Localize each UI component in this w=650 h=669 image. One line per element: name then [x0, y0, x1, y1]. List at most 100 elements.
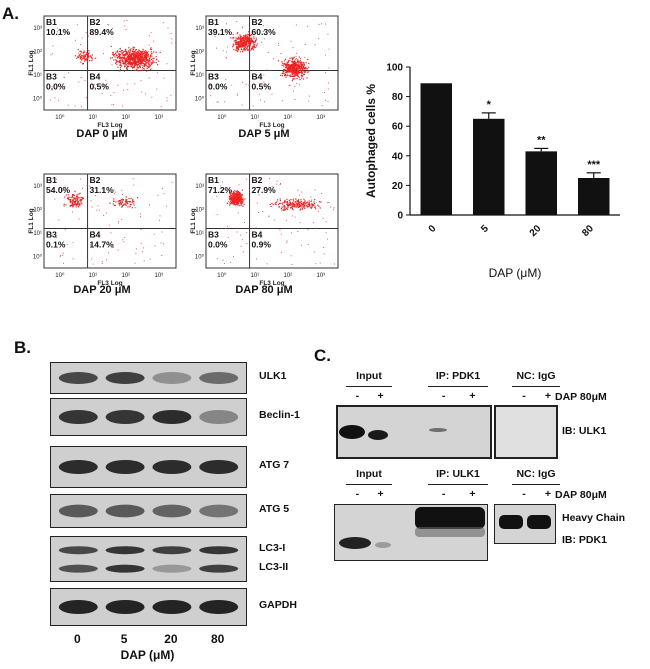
band — [152, 504, 192, 518]
y-tick: 10² — [195, 50, 204, 56]
flow-caption: DAP 0 μM — [76, 128, 128, 140]
bar-5 — [473, 118, 505, 215]
gate-percent-B3: 0.1% — [46, 240, 66, 250]
flow-plot-2: B1 54.0% B2 31.1% B3 0.1% B4 14.7% 10⁰ 10⁰ 10¹ 10¹ 1… — [28, 172, 182, 294]
y-tick-label: 0 — [397, 211, 403, 222]
blot-svg — [51, 589, 246, 625]
gate-name-B4: B4 — [90, 72, 101, 82]
band — [415, 527, 485, 537]
blot-label-0: ULK1 — [259, 370, 287, 382]
significance-label: *** — [587, 159, 601, 171]
event-dots — [50, 20, 173, 107]
y-tick: 10³ — [195, 26, 204, 32]
flow-caption: DAP 5 μM — [238, 128, 290, 140]
coip-bottom-treatment: DAP 80μM — [555, 489, 607, 501]
gate-percent-B4: 0.5% — [252, 82, 272, 92]
bar-0 — [420, 83, 452, 215]
band — [58, 410, 98, 424]
gate-percent-B2: 89.4% — [90, 27, 115, 37]
gate-percent-B4: 0.5% — [90, 82, 110, 92]
lane-axis-title: DAP (μM) — [120, 648, 175, 662]
coip-top-group-0: Input — [356, 370, 382, 382]
flow-caption: DAP 80 μM — [235, 284, 293, 296]
flow-x-label: FL3 Log — [259, 122, 284, 129]
gate-percent-B3: 0.0% — [208, 240, 228, 250]
coip-top-sign: + — [544, 390, 552, 402]
band — [368, 430, 388, 440]
lane-label: 20 — [164, 632, 178, 646]
band — [429, 428, 447, 432]
band — [58, 564, 98, 573]
x-axis-title: DAP (μM) — [489, 266, 542, 280]
x-tick: 10³ — [317, 273, 326, 279]
coip-top-group-line — [346, 386, 392, 387]
y-tick: 10³ — [33, 26, 42, 32]
coip-bottom-group-line — [428, 484, 488, 485]
blot-strip-2 — [50, 446, 247, 488]
coip-top-sign: - — [441, 390, 446, 402]
x-tick-label: 0 — [427, 223, 439, 235]
blot-svg — [51, 495, 246, 527]
x-tick: 10¹ — [251, 115, 260, 121]
x-tick: 10¹ — [89, 115, 98, 121]
band — [199, 546, 239, 555]
bar-80 — [578, 178, 610, 215]
band — [105, 372, 145, 384]
blot-svg — [51, 399, 246, 435]
band — [199, 600, 239, 614]
band — [199, 504, 239, 518]
flow-plot-frame — [43, 173, 177, 269]
gate-name-B2: B2 — [90, 17, 101, 27]
gate-percent-B3: 0.0% — [208, 82, 228, 92]
panel-c-letter: C. — [314, 346, 331, 365]
x-tick-label: 80 — [580, 223, 596, 239]
coip-top-group-line — [512, 386, 560, 387]
y-tick: 10⁰ — [195, 96, 205, 103]
event-dots — [210, 21, 330, 107]
flow-y-label: FL1 Log — [190, 208, 197, 233]
y-tick: 10⁰ — [33, 254, 43, 261]
band — [339, 537, 371, 549]
blot-strip-1 — [50, 398, 247, 436]
y-tick-label: 80 — [392, 92, 404, 103]
coip-bottom-sign: - — [355, 488, 360, 500]
gate-percent-B1: 10.1% — [46, 27, 71, 37]
band — [152, 410, 192, 424]
gate-percent-B4: 0.9% — [252, 240, 272, 250]
band — [105, 410, 145, 424]
band — [152, 460, 192, 474]
lane-label: 5 — [120, 632, 128, 646]
y-tick-label: 40 — [392, 151, 404, 162]
coip-bottom-ib: IB: PDK1 — [562, 534, 607, 546]
gate-name-B2: B2 — [252, 17, 263, 27]
x-tick-label: 20 — [528, 223, 544, 239]
coip-bottom-sign: + — [469, 488, 476, 500]
coip-bottom-igg-svg — [495, 505, 555, 543]
flow-y-label: FL1 Log — [28, 208, 35, 233]
gate-name-B2: B2 — [252, 175, 263, 185]
x-tick: 10³ — [155, 273, 164, 279]
x-tick: 10⁰ — [55, 272, 65, 279]
y-tick: 10³ — [33, 184, 42, 190]
blot-label-6: GAPDH — [259, 599, 297, 611]
x-tick: 10⁰ — [217, 114, 227, 121]
y-tick-label: 20 — [392, 181, 404, 192]
y-tick: 10² — [33, 208, 42, 214]
band — [527, 515, 551, 529]
y-tick: 10² — [33, 50, 42, 56]
coip-top-blot — [336, 405, 492, 459]
x-tick: 10⁰ — [217, 272, 227, 279]
coip-bottom-group-line — [346, 484, 392, 485]
y-tick: 10¹ — [33, 73, 42, 79]
coip-bottom-heavy-chain: Heavy Chain — [562, 512, 626, 524]
coip-bottom-sign: - — [441, 488, 446, 500]
coip-top-sign: - — [522, 390, 526, 402]
y-axis-title: Autophaged cells % — [364, 84, 378, 198]
gate-percent-B4: 14.7% — [90, 240, 115, 250]
coip-top-svg — [338, 407, 490, 457]
x-tick: 10² — [284, 115, 293, 121]
blot-label-1: Beclin-1 — [259, 409, 300, 421]
band — [375, 542, 391, 548]
